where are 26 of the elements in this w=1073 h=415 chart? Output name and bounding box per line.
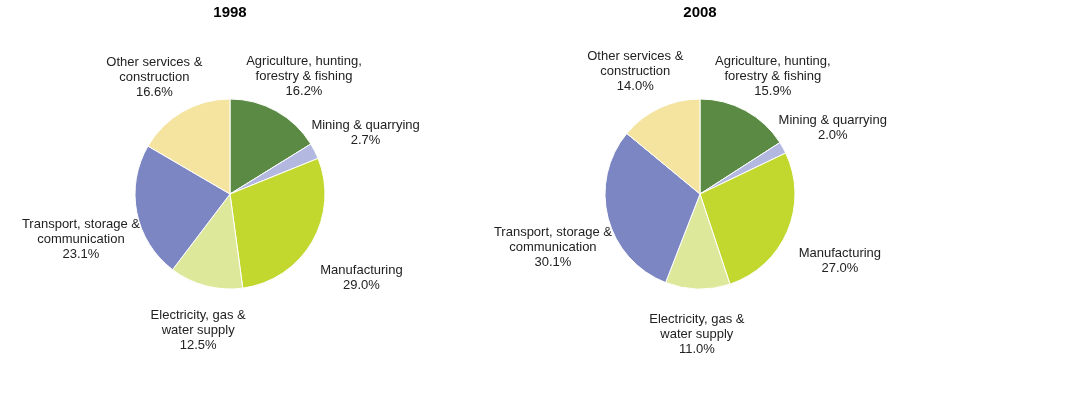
slice-label: Transport, storage & communication xyxy=(21,215,141,246)
data-label: 2.7% xyxy=(350,132,381,148)
data-label: 2.0% xyxy=(817,126,848,142)
slice-label: Manufacturing xyxy=(798,245,882,261)
slice-label: Mining & quarrying xyxy=(778,111,887,127)
data-label: 15.9% xyxy=(754,82,792,98)
slice-label: Electricity, gas & water supply xyxy=(649,310,745,341)
slice-label: Agriculture, hunting, forestry & fishing xyxy=(715,52,831,83)
data-label: 12.5% xyxy=(179,336,218,352)
data-label: 27.0% xyxy=(821,260,859,276)
slice-label: Mining & quarrying xyxy=(311,117,420,133)
data-label: 11.0% xyxy=(678,340,716,356)
data-label: 16.6% xyxy=(135,84,174,100)
slice-label: Other services & construction xyxy=(587,48,684,79)
slice-label: Electricity, gas & water supply xyxy=(150,306,247,337)
data-label: 29.0% xyxy=(343,277,381,293)
data-label: 23.1% xyxy=(62,245,100,261)
slice-label: Transport, storage & communication xyxy=(493,224,613,255)
data-label: 16.2% xyxy=(285,83,323,99)
chart-title: 2008 xyxy=(683,3,717,20)
chart-title: 1998 xyxy=(213,3,247,20)
slice-label: Agriculture, hunting, forestry & fishing xyxy=(246,53,362,84)
data-label: 30.1% xyxy=(534,254,572,270)
slice-label: Manufacturing xyxy=(320,262,403,278)
slice-label: Other services & construction xyxy=(106,54,203,85)
data-label: 14.0% xyxy=(616,78,655,94)
